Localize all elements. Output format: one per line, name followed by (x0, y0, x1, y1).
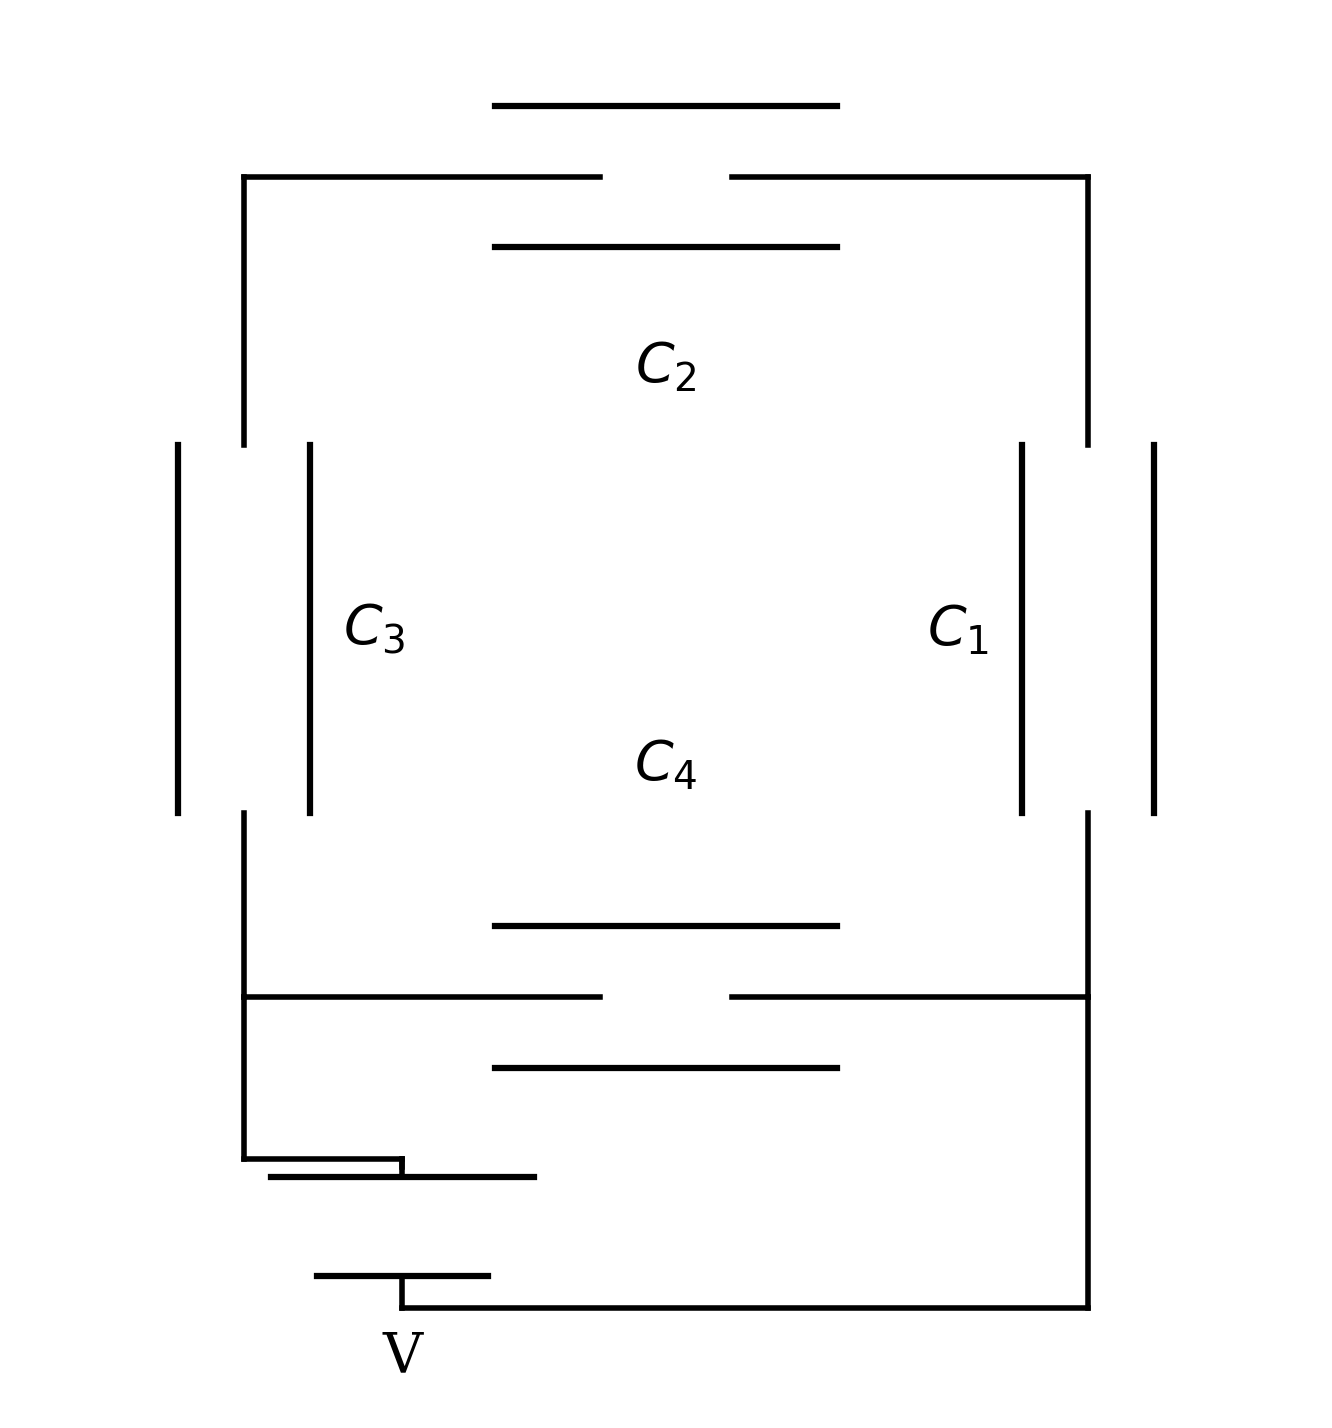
Text: V: V (382, 1329, 422, 1384)
Text: $C_2$: $C_2$ (635, 340, 697, 394)
Text: $C_1$: $C_1$ (927, 601, 988, 657)
Text: $C_4$: $C_4$ (634, 737, 698, 791)
Text: $C_3$: $C_3$ (344, 601, 405, 657)
